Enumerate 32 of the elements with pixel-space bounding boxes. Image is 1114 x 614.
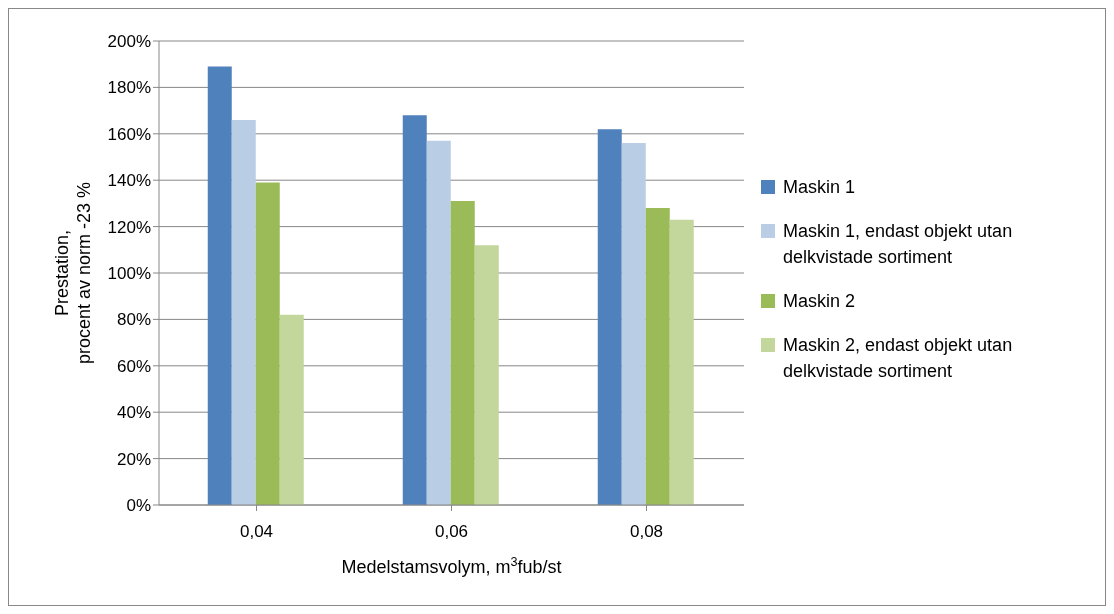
y-tick-label: 140% bbox=[107, 171, 151, 191]
y-tick-label: 200% bbox=[107, 32, 151, 52]
x-tick-label: 0,08 bbox=[629, 522, 664, 542]
y-tick-label: 160% bbox=[107, 124, 151, 144]
y-tick-label: 100% bbox=[107, 264, 151, 284]
y-axis-title: Prestation, procent av norm -23 % bbox=[52, 181, 94, 365]
bar bbox=[645, 208, 670, 505]
legend-label: Maskin 1, endast objekt utan delkvistade sortiment bbox=[783, 220, 1014, 269]
y-tick-label: 20% bbox=[116, 449, 151, 469]
bar bbox=[402, 115, 427, 505]
bar bbox=[597, 129, 622, 505]
x-tick-label: 0,04 bbox=[239, 522, 274, 542]
bar bbox=[474, 245, 499, 505]
bar bbox=[450, 201, 475, 505]
y-tick-label: 40% bbox=[116, 403, 151, 423]
bar bbox=[207, 66, 232, 505]
y-tick-label: 60% bbox=[116, 356, 151, 376]
bar bbox=[255, 182, 280, 505]
bar bbox=[621, 143, 646, 505]
y-tick-label: 120% bbox=[107, 217, 151, 237]
y-tick-label: 0% bbox=[126, 496, 151, 516]
legend-label: Maskin 1 bbox=[783, 176, 856, 199]
x-axis-title: Medelstamsvolym, m$^{3}$fub/st bbox=[341, 555, 562, 577]
y-tick-label: 180% bbox=[107, 78, 151, 98]
legend-label: Maskin 2, endast objekt utan delkvistade sortiment bbox=[783, 334, 1014, 383]
x-tick-label: 0,06 bbox=[434, 522, 469, 542]
y-tick-label: 80% bbox=[116, 310, 151, 330]
legend-label: Maskin 2 bbox=[783, 290, 856, 313]
bar bbox=[426, 140, 451, 505]
bar bbox=[669, 219, 694, 505]
bar bbox=[279, 314, 304, 505]
bar bbox=[231, 119, 256, 505]
